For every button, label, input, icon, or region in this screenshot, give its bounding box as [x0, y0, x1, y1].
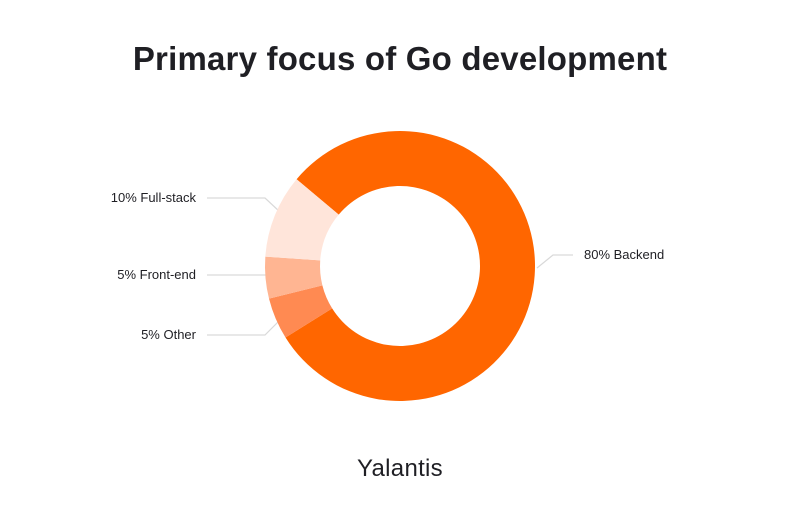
brand-logo: Yalantis	[356, 455, 443, 482]
label-front-end: 5% Front-end	[117, 267, 196, 282]
slice-backend	[285, 130, 535, 401]
donut-slices	[264, 130, 535, 401]
leader-line-full-stack	[207, 197, 281, 213]
leader-line-other	[207, 319, 281, 336]
leader-line-backend	[536, 254, 573, 269]
chart-title: Primary focus of Go development	[132, 40, 668, 77]
slice-front-end	[264, 256, 323, 299]
label-other: 5% Other	[141, 327, 196, 342]
slice-other	[269, 285, 333, 338]
label-backend: 80% Backend	[584, 247, 665, 262]
slice-full-stack	[265, 179, 339, 261]
leader-lines	[207, 197, 573, 336]
label-full-stack: 10% Full-stack	[110, 190, 196, 205]
